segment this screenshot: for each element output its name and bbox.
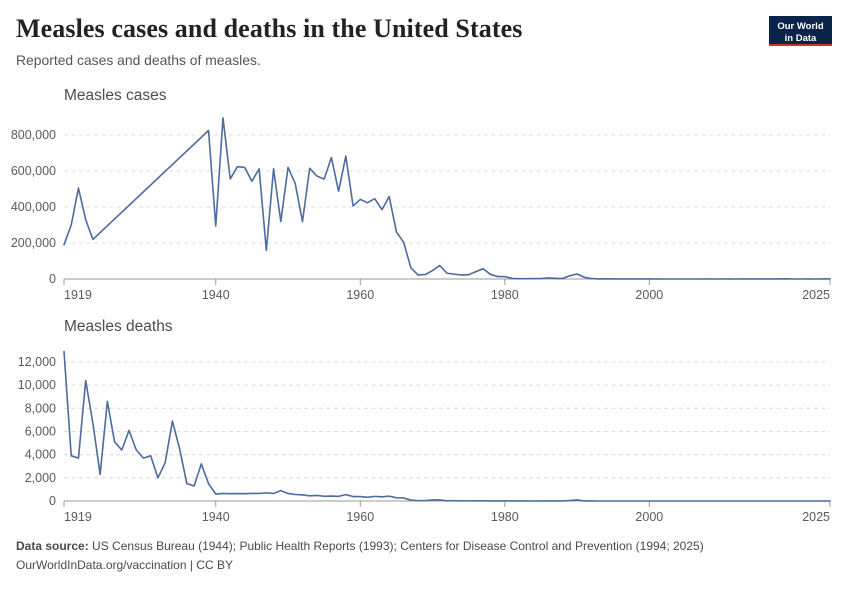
svg-text:6,000: 6,000 xyxy=(25,425,56,439)
svg-text:1960: 1960 xyxy=(346,288,374,302)
svg-text:10,000: 10,000 xyxy=(18,378,56,392)
svg-text:1940: 1940 xyxy=(202,288,230,302)
svg-text:2,000: 2,000 xyxy=(25,471,56,485)
svg-text:1919: 1919 xyxy=(64,510,92,524)
svg-text:0: 0 xyxy=(49,494,56,508)
svg-text:2000: 2000 xyxy=(635,288,663,302)
svg-text:2025: 2025 xyxy=(802,288,830,302)
svg-text:800,000: 800,000 xyxy=(11,128,56,142)
svg-text:12,000: 12,000 xyxy=(18,355,56,369)
svg-text:1980: 1980 xyxy=(491,288,519,302)
svg-text:2000: 2000 xyxy=(635,510,663,524)
svg-text:1940: 1940 xyxy=(202,510,230,524)
svg-text:8,000: 8,000 xyxy=(25,401,56,415)
svg-text:2025: 2025 xyxy=(802,510,830,524)
svg-text:200,000: 200,000 xyxy=(11,236,56,250)
svg-text:0: 0 xyxy=(49,272,56,286)
svg-text:600,000: 600,000 xyxy=(11,164,56,178)
svg-text:1960: 1960 xyxy=(346,510,374,524)
svg-text:1980: 1980 xyxy=(491,510,519,524)
svg-text:1919: 1919 xyxy=(64,288,92,302)
svg-text:4,000: 4,000 xyxy=(25,448,56,462)
svg-text:400,000: 400,000 xyxy=(11,200,56,214)
